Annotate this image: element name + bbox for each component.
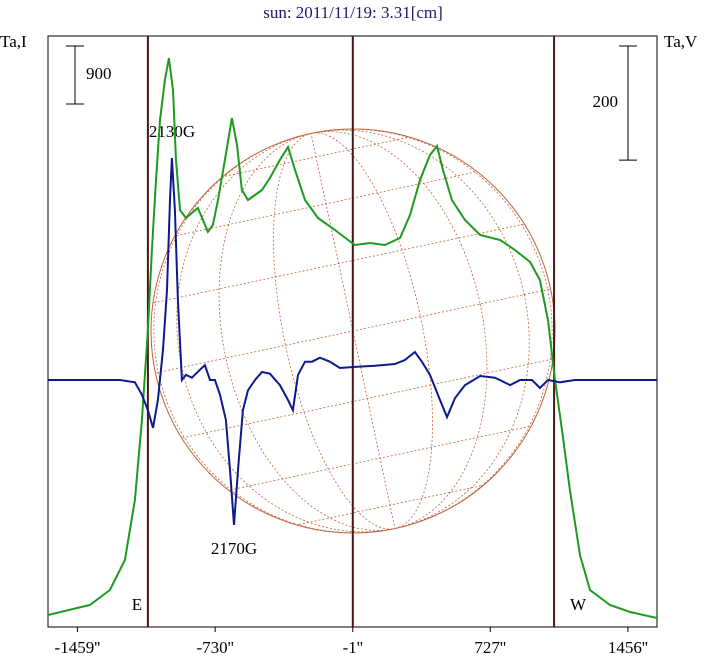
annotation: W	[570, 595, 587, 614]
y2-axis-label: Ta,V	[664, 32, 698, 51]
x-tick-label: -1''	[343, 638, 363, 657]
annotation: 2130G	[149, 122, 195, 141]
chart-title: sun: 2011/11/19: 3.31[cm]	[263, 3, 443, 22]
annotation: E	[132, 595, 142, 614]
scale-bar-label: 200	[593, 92, 619, 111]
y-axis-label: Ta,I	[0, 32, 27, 51]
x-tick-label: 1456''	[608, 638, 648, 657]
annotation: 2170G	[211, 539, 257, 558]
scale-bar-label: 900	[86, 64, 112, 83]
x-tick-label: -1459''	[55, 638, 101, 657]
data-line	[48, 158, 657, 525]
data-line	[47, 57, 658, 619]
x-tick-label: -730''	[196, 638, 233, 657]
x-tick-label: 727''	[474, 638, 506, 657]
